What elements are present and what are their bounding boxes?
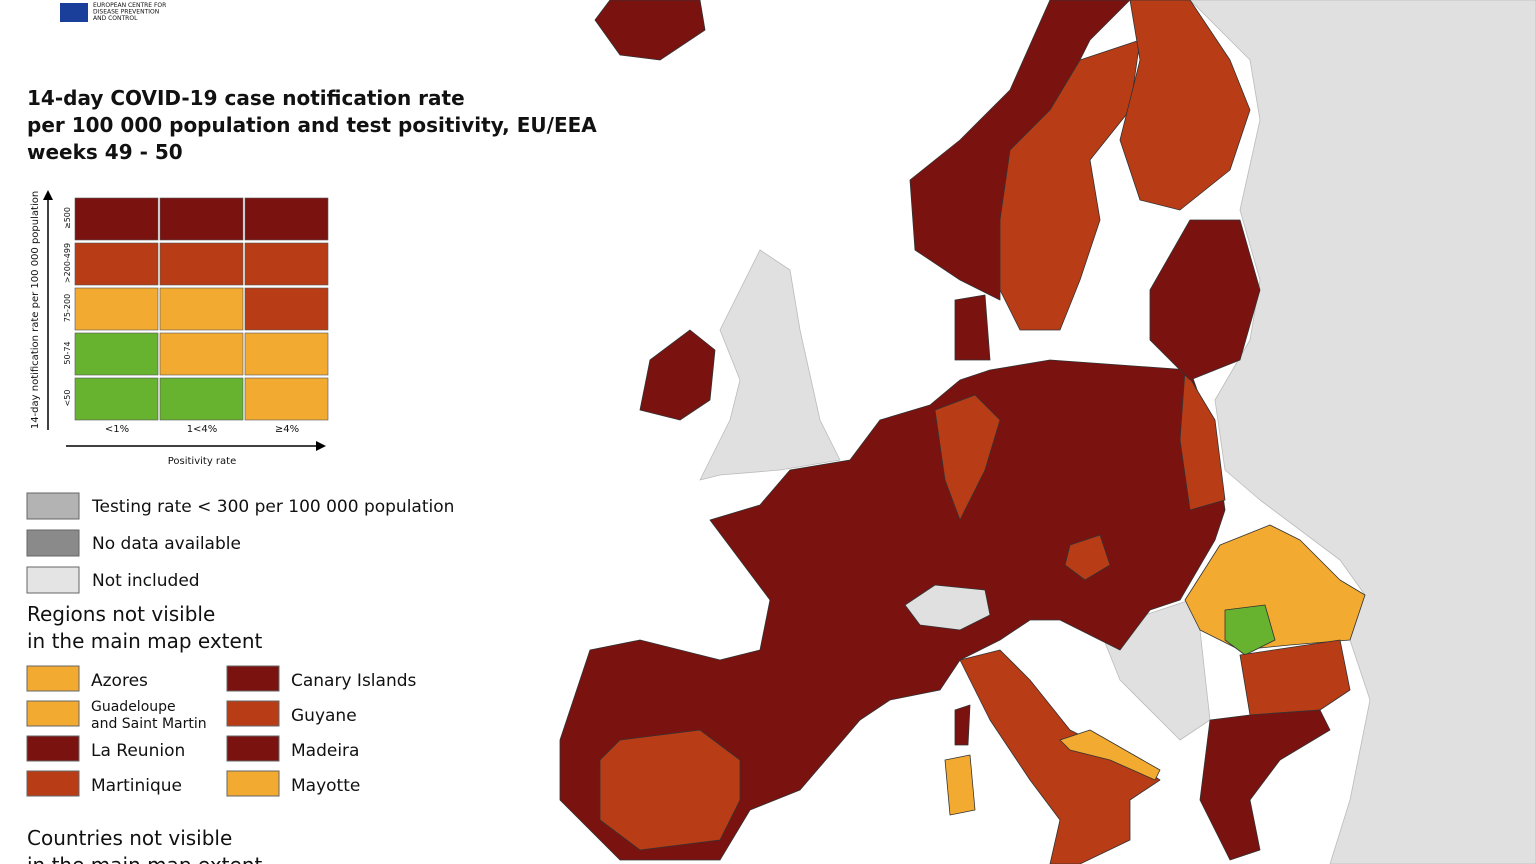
column-label: ≥4%: [275, 424, 299, 435]
germany-west: [934, 394, 1001, 521]
matrix-cell: [159, 242, 244, 286]
title-line: weeks 49 - 50: [27, 140, 183, 164]
x-arrow-head: [316, 441, 326, 451]
region-label: Mayotte: [291, 776, 360, 796]
countries-heading: Countries not visible: [27, 826, 232, 850]
regions: Regions not visible in the main map exten…: [26, 602, 417, 797]
sweden: [999, 39, 1141, 331]
region-swatch: [26, 665, 80, 692]
sardinia: [944, 754, 976, 816]
uk: [699, 249, 841, 481]
eu-flag: [60, 3, 88, 22]
region-label: Madeira: [291, 741, 359, 761]
austria-spot: [1064, 534, 1111, 581]
matrix-cell: [159, 377, 244, 421]
x-axis-label: Positivity rate: [168, 456, 237, 467]
finland: [1119, 0, 1251, 211]
matrix-cell: [74, 197, 159, 241]
matrix-cell: [244, 287, 329, 331]
legend-label: No data available: [92, 534, 241, 554]
matrix-cell: [159, 197, 244, 241]
region-label: Guadeloupe: [91, 699, 176, 715]
east-strip: [1179, 369, 1226, 511]
continent: [559, 359, 1226, 861]
region-swatch: [26, 735, 80, 762]
non-eu-east: [1189, 0, 1536, 864]
matrix-cell: [74, 377, 159, 421]
matrix: ≥500 >200-499 75-200 50-74 <50 <1% 1<4% ≥4% 14-d…: [30, 190, 329, 467]
baltics: [1149, 219, 1261, 381]
legend-label: Testing rate < 300 per 100 000 populatio…: [91, 497, 454, 517]
spain-inner: [599, 729, 741, 851]
region-label: La Reunion: [91, 741, 185, 761]
legend-label: Not included: [92, 571, 200, 591]
regions-heading: Regions not visible: [27, 602, 215, 626]
denmark: [954, 294, 991, 361]
title-line: per 100 000 population and test positivi…: [27, 113, 597, 137]
countries: Countries not visible in the main map ext…: [27, 826, 263, 864]
matrix-cell: [244, 377, 329, 421]
row-label: ≥500: [63, 207, 72, 229]
legend-swatch: [26, 492, 80, 520]
iceland: [594, 0, 706, 61]
region-label: Martinique: [91, 776, 182, 796]
title-line: 14-day COVID-19 case notification rate: [27, 86, 465, 110]
ireland: [639, 329, 716, 421]
switzerland: [904, 584, 991, 631]
region-swatch: [226, 770, 280, 797]
logo-text: EUROPEAN CENTRE FOR: [93, 2, 166, 9]
logo-text: DISEASE PREVENTION: [93, 9, 159, 16]
row-label: 50-74: [63, 341, 72, 364]
greece: [1199, 709, 1331, 861]
row-label: 75-200: [63, 294, 72, 322]
matrix-cell: [159, 287, 244, 331]
map: [559, 0, 1536, 864]
region-swatch: [26, 770, 80, 797]
matrix-cell: [74, 332, 159, 376]
column-label: <1%: [105, 424, 129, 435]
legend: Testing rate < 300 per 100 000 populatio…: [26, 492, 454, 594]
row-label: >200-499: [63, 243, 72, 283]
countries-heading: in the main map extent: [27, 853, 263, 864]
legend-swatch: [26, 529, 80, 557]
region-swatch: [226, 700, 280, 727]
logo-text: AND CONTROL: [93, 15, 138, 22]
matrix-cell: [244, 197, 329, 241]
region-label: Azores: [91, 671, 148, 691]
region-swatch: [226, 665, 280, 692]
matrix-cell: [159, 332, 244, 376]
column-label: 1<4%: [187, 424, 218, 435]
matrix-cell: [244, 242, 329, 286]
italy-south: [1059, 729, 1161, 781]
y-axis-label: 14-day notification rate per 100 000 pop…: [30, 191, 41, 429]
region-label: Guyane: [291, 706, 357, 726]
row-label: <50: [63, 390, 72, 407]
region-label: Canary Islands: [291, 671, 417, 691]
y-arrow-head: [43, 190, 53, 200]
matrix-cell: [244, 332, 329, 376]
matrix-cell: [74, 287, 159, 331]
regions-heading: in the main map extent: [27, 629, 263, 653]
italy: [959, 649, 1161, 864]
title: 14-day COVID-19 case notification rate pe…: [27, 86, 597, 164]
region-swatch: [226, 735, 280, 762]
legend-swatch: [26, 566, 80, 594]
corsica: [954, 704, 971, 746]
region-label: and Saint Martin: [91, 716, 207, 732]
region-swatch: [26, 700, 80, 727]
romania-center: [1224, 604, 1276, 656]
matrix-cell: [74, 242, 159, 286]
bulgaria: [1239, 639, 1351, 716]
